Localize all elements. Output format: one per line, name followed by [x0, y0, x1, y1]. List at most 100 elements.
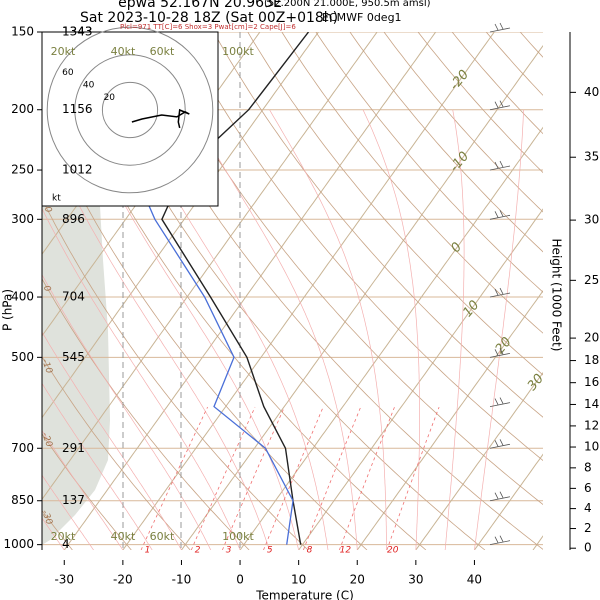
dry-adiabat — [42, 356, 191, 550]
mixing-ratio-label: 12 — [340, 546, 352, 556]
mixing-ratio-label: 20 — [387, 546, 399, 556]
height-label-overlay: 1156 — [62, 102, 93, 116]
y2-tick-label: 6 — [584, 481, 592, 495]
isotherm — [122, 32, 495, 550]
dry-adiabat — [42, 433, 132, 550]
x-tick-label: 0 — [236, 573, 244, 587]
height-label: 704 — [62, 290, 85, 304]
isotherm — [415, 371, 543, 550]
mixing-ratio-line — [303, 406, 362, 550]
moist-adiabat — [444, 109, 465, 550]
y2-tick-label: 8 — [584, 460, 592, 474]
y2-tick-label: 4 — [584, 501, 592, 515]
y-tick-label: 700 — [11, 441, 34, 455]
hodograph-ring-label: 20 — [104, 93, 116, 103]
height-label-overlay: 1012 — [62, 163, 93, 177]
mixing-ratio-label: 5 — [267, 546, 273, 556]
dry-adiabat — [42, 198, 309, 550]
height-label: 4 — [62, 537, 70, 551]
moist-adiabat — [75, 109, 300, 550]
dry-adiabat — [383, 32, 543, 213]
y2-axis-label: Height (1000 Feet) — [550, 239, 564, 352]
dry-adiabat — [179, 32, 543, 462]
y-tick-label: 200 — [11, 102, 34, 116]
dry-adiabat — [247, 32, 543, 376]
moist-adiabat — [42, 207, 241, 550]
x-tick-label: 40 — [467, 573, 482, 587]
height-label: 896 — [62, 212, 85, 226]
y2-tick-label: 30 — [584, 213, 599, 227]
x-tick-label: -20 — [113, 573, 133, 587]
hodograph-ring-label: 60 — [62, 68, 74, 78]
mixing-ratio-label: 8 — [307, 546, 313, 556]
isotherm — [63, 32, 437, 550]
dry-adiabat — [451, 32, 543, 135]
isotherm — [298, 208, 543, 550]
moist-adiabat — [362, 109, 420, 550]
isotherm — [42, 32, 320, 419]
indices-text: Plcl=971 TT[C]=6 Shox=3 Pwat[cm]=2 Cape[… — [120, 23, 296, 31]
y2-tick-label: 0 — [584, 541, 592, 555]
y-tick-label: 300 — [11, 212, 34, 226]
wind-barb — [489, 348, 511, 358]
hodograph-ring — [46, 26, 214, 194]
y2-tick-label: 16 — [584, 375, 599, 389]
dry-adiabat — [213, 32, 543, 418]
moist-adiabat — [42, 273, 212, 550]
hodograph-ring-label: 40 — [83, 81, 95, 91]
mixing-ratio-label: 3 — [226, 546, 232, 556]
y2-tick-label: 12 — [584, 418, 599, 432]
wind-barb — [489, 22, 511, 33]
mixing-ratio-label: 1 — [145, 546, 151, 556]
y2-tick-label: 18 — [584, 353, 599, 367]
dry-adiabat — [349, 32, 543, 253]
hodograph-unit: kt — [52, 194, 61, 204]
hodograph-box — [41, 31, 219, 207]
adiabat-label: 0 — [41, 284, 52, 293]
dry-adiabat — [417, 32, 543, 174]
moist-adiabat — [126, 109, 329, 550]
y2-tick-label: 20 — [584, 331, 599, 345]
isotherm — [239, 126, 543, 550]
wind-barb — [489, 160, 511, 171]
dry-adiabat — [281, 32, 543, 334]
wind-scale-label: 40kt — [111, 530, 136, 543]
moist-adiabat — [42, 331, 182, 550]
wind-scale-label: 20kt — [51, 45, 76, 58]
wind-scale-label: 100kt — [222, 45, 254, 58]
y2-tick-label: 2 — [584, 521, 592, 535]
y-tick-label: 500 — [11, 350, 34, 364]
wind-barb — [489, 210, 511, 220]
moist-adiabat — [474, 109, 524, 550]
moist-adiabat — [269, 109, 387, 550]
wind-barb — [489, 100, 511, 111]
y-tick-label: 850 — [11, 493, 34, 507]
wind-scale-label: 60kt — [150, 530, 175, 543]
height-label: 291 — [62, 441, 85, 455]
height-label-overlay: 1343 — [62, 25, 93, 39]
chart-subtitle: (52.200N 21.000E, 950.5m amsl) — [264, 0, 431, 9]
x-tick-label: 20 — [350, 573, 365, 587]
x-tick-label: -10 — [172, 573, 192, 587]
dry-adiabat — [42, 278, 250, 550]
moist-adiabat — [189, 109, 358, 550]
moist-adiabat — [42, 474, 94, 550]
moist-adiabat — [42, 429, 124, 550]
y2-tick-label: 35 — [584, 150, 599, 164]
height-label: 137 — [62, 493, 85, 507]
mixing-ratio-line — [263, 406, 324, 550]
shaded-region — [42, 206, 110, 545]
mixing-ratio-line — [386, 406, 440, 550]
mixing-ratio-line — [140, 406, 208, 550]
adiabat-label: -10 — [39, 358, 54, 375]
wind-barb — [489, 535, 511, 546]
y-tick-label: 250 — [11, 163, 34, 177]
model-label: ECMWF 0deg1 — [322, 11, 402, 24]
hodograph-line — [131, 108, 190, 129]
hodograph-ring — [74, 54, 186, 166]
wind-barb — [489, 287, 511, 298]
wind-scale-label: 60kt — [150, 45, 175, 58]
mixing-ratio-line — [339, 406, 395, 550]
